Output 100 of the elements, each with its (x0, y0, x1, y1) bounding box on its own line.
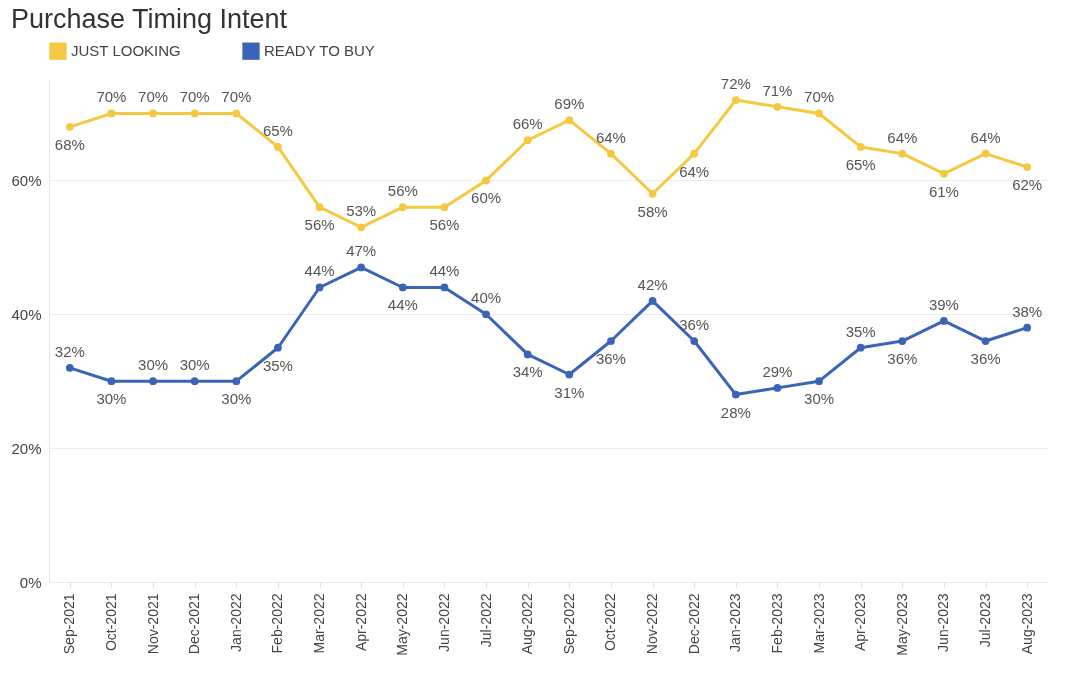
data-label: 35% (262, 356, 293, 374)
y-tick-label: 20% (11, 439, 42, 457)
point (607, 337, 615, 345)
point (274, 343, 282, 352)
data-label: 72% (720, 75, 751, 93)
data-label: 36% (679, 316, 710, 334)
point (523, 136, 532, 145)
x-tick-label: Dec-2022 (685, 593, 702, 655)
point (940, 169, 948, 178)
data-label: 69% (554, 95, 585, 113)
data-label: 29% (762, 362, 793, 380)
point (398, 283, 407, 292)
point (149, 377, 157, 386)
x-tick-label: Oct-2022 (602, 593, 619, 652)
point (1023, 323, 1032, 332)
data-label: 30% (138, 356, 169, 374)
data-label: 56% (304, 216, 335, 234)
x-tick-label: Jan-2022 (227, 593, 244, 652)
point (357, 223, 366, 232)
point (690, 149, 699, 158)
data-label: 64% (970, 128, 1001, 146)
data-label: 60% (471, 189, 502, 207)
x-tick-label: May-2022 (394, 593, 411, 656)
point (65, 122, 74, 131)
data-label: 38% (1012, 302, 1043, 320)
point (232, 377, 241, 386)
point (315, 283, 324, 292)
x-tick-label: Dec-2021 (186, 593, 203, 655)
x-tick-label: Jul-2023 (977, 593, 994, 648)
data-label: 44% (387, 296, 418, 314)
chart-title: Purchase Timing Intent (10, 4, 288, 34)
point (482, 310, 490, 319)
point (815, 377, 823, 386)
point (648, 189, 657, 198)
point (398, 203, 407, 212)
x-tick-label: Apr-2023 (852, 593, 869, 652)
point (65, 363, 74, 372)
point (357, 263, 366, 272)
data-label: 35% (845, 322, 876, 340)
point (690, 337, 699, 345)
y-tick-label: 40% (11, 305, 42, 323)
data-label: 66% (512, 115, 543, 133)
data-label: 30% (96, 390, 127, 408)
data-label: 56% (387, 182, 418, 200)
point (1023, 163, 1032, 171)
point (149, 109, 157, 118)
point (981, 149, 990, 158)
point (981, 337, 990, 345)
data-label: 62% (1012, 176, 1043, 194)
x-tick-label: Jun-2023 (935, 593, 952, 652)
data-label: 34% (512, 363, 543, 381)
y-tick-label: 60% (11, 171, 42, 189)
data-label: 30% (804, 390, 835, 408)
y-tick-label: 0% (19, 573, 42, 591)
x-tick-label: Jan-2023 (727, 593, 744, 652)
x-tick-label: Nov-2022 (644, 593, 661, 655)
x-tick-label: Feb-2022 (269, 593, 286, 654)
point (440, 283, 449, 292)
point (731, 390, 740, 399)
data-label: 53% (346, 202, 377, 220)
x-tick-label: Jul-2022 (477, 593, 494, 648)
data-label: 70% (804, 88, 835, 106)
x-tick-label: Apr-2022 (352, 593, 369, 652)
point (107, 109, 116, 118)
data-label: 32% (54, 342, 85, 360)
x-tick-label: Sep-2022 (560, 593, 577, 655)
data-label: 64% (887, 128, 918, 146)
point (274, 143, 282, 151)
data-label: 39% (928, 295, 959, 313)
x-tick-label: Sep-2021 (61, 593, 78, 655)
data-label: 65% (845, 155, 876, 173)
x-tick-label: Aug-2023 (1018, 593, 1035, 655)
legend-label: JUST LOOKING (71, 42, 181, 60)
data-label: 28% (720, 403, 751, 421)
point (440, 203, 449, 212)
data-label: 44% (429, 262, 460, 280)
data-label: 30% (179, 356, 210, 374)
x-tick-label: Jun-2022 (435, 593, 452, 652)
legend-label: READY TO BUY (264, 42, 375, 60)
point (315, 203, 324, 212)
data-label: 47% (346, 242, 377, 260)
data-label: 70% (221, 88, 252, 106)
data-label: 42% (637, 275, 668, 293)
point (898, 149, 907, 158)
data-label: 36% (595, 350, 626, 368)
data-label: 70% (179, 88, 210, 106)
point (232, 109, 241, 118)
point (565, 370, 574, 379)
point (190, 377, 199, 386)
data-label: 68% (54, 135, 85, 153)
point (648, 297, 657, 305)
data-label: 36% (887, 350, 918, 368)
point (940, 317, 948, 325)
point (856, 343, 865, 352)
data-label: 71% (762, 81, 793, 99)
x-tick-label: Mar-2022 (311, 593, 328, 654)
x-tick-label: May-2023 (893, 593, 910, 656)
point (731, 96, 740, 104)
data-label: 56% (429, 216, 460, 234)
point (482, 176, 490, 185)
